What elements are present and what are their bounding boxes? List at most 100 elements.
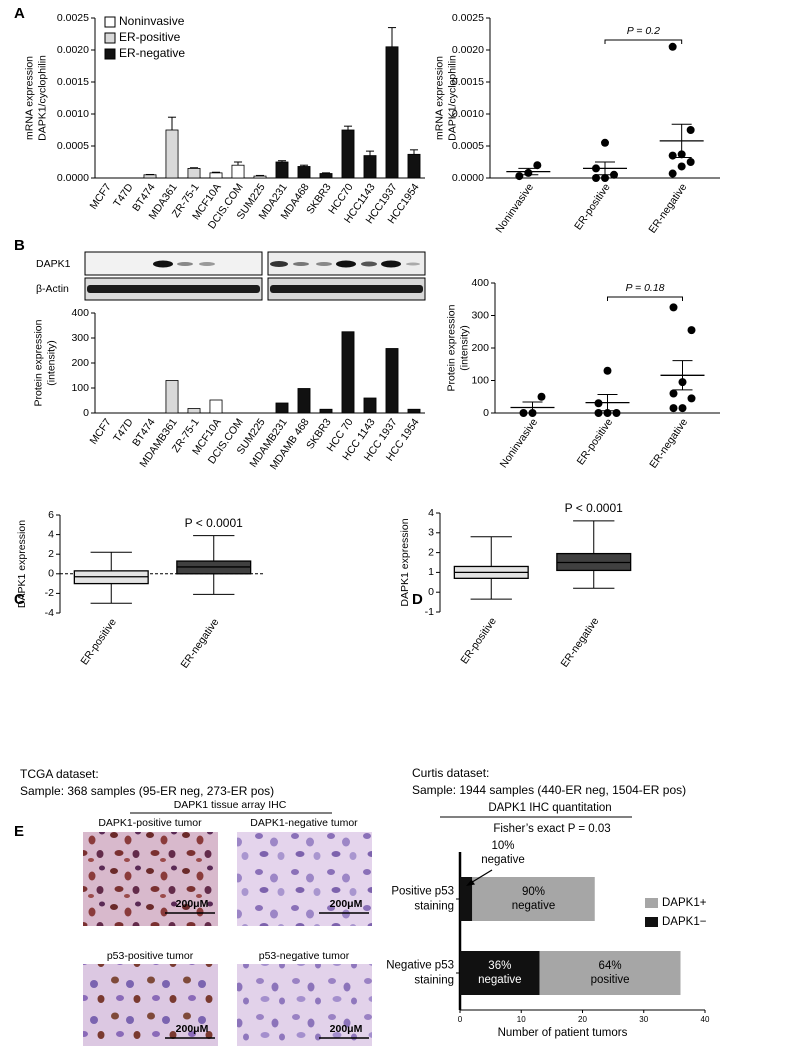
category-label: Negative p53 staining (386, 960, 454, 987)
y-tick-label: 300 (71, 332, 89, 344)
bar (275, 402, 289, 414)
y-tick-label: 1 (428, 566, 434, 578)
panel-label: E (14, 823, 24, 840)
category-label: Positive p53 staining (391, 886, 454, 913)
arrow-head (466, 879, 475, 886)
data-point (668, 151, 677, 160)
legend-swatch (104, 32, 116, 44)
y-tick-label: 400 (471, 277, 489, 289)
bar (341, 129, 355, 179)
data-point (668, 169, 677, 178)
x-tick-label: ER-negative (559, 615, 602, 669)
y-tick-label: 0 (483, 407, 489, 419)
x-tick-label: MCF7 (88, 416, 114, 446)
legend-swatch (645, 917, 658, 927)
annotation-line: positive (591, 974, 630, 986)
bar (319, 173, 333, 179)
x-tick-label: 30 (639, 1015, 648, 1024)
y-tick-label: 400 (71, 307, 89, 319)
y-tick-label: -2 (45, 587, 54, 599)
y-tick-label: 0 (83, 407, 89, 419)
blot-band (316, 262, 332, 266)
blot-band (199, 262, 215, 266)
data-point (515, 172, 524, 181)
y-tick-label: 0 (48, 568, 54, 580)
y-tick-label: 200 (71, 357, 89, 369)
y-axis-title-line: DAPK1/cyclophilin (36, 55, 48, 141)
annotation-line: negative (481, 854, 524, 866)
annotation: 10% negative (481, 840, 524, 866)
significance-bracket (607, 296, 683, 301)
y-axis-title-line: Protein expression (32, 319, 44, 406)
bar (275, 161, 289, 179)
data-point (603, 366, 612, 375)
x-tick-label: 0 (458, 1015, 463, 1024)
blot-band (293, 262, 309, 266)
x-tick-label: ER-negative (646, 181, 689, 235)
x-tick-label: 40 (701, 1015, 710, 1024)
significance-bracket (604, 39, 683, 44)
y-tick-label: 0.0015 (57, 76, 89, 88)
bar-segment (460, 951, 540, 995)
blot-frame (84, 251, 263, 276)
blot-band (153, 260, 173, 268)
category-label-line: Negative p53 (386, 960, 454, 972)
data-point (594, 409, 603, 417)
y-tick-label: 3 (428, 527, 434, 539)
bar (165, 129, 179, 179)
data-point (677, 162, 686, 171)
dataset-note: Curtis dataset: (412, 766, 489, 780)
data-point (686, 158, 695, 166)
panel-label: A (14, 5, 25, 22)
x-tick-label: ER-positive (458, 615, 499, 666)
y-axis-title: DAPK1 expression (16, 520, 28, 608)
bar (385, 348, 399, 414)
y-tick-label: 0.0025 (57, 12, 89, 24)
annotation: 90% negative (512, 886, 555, 912)
y-tick-label: 0.0005 (57, 140, 89, 152)
y-tick-label: 0.0005 (452, 140, 484, 152)
annotation-line: 64% (599, 960, 622, 972)
y-axis-title: Protein expression(intensity) (445, 304, 470, 391)
legend-label: DAPK1− (662, 916, 707, 928)
ihc-image (237, 832, 372, 926)
bar (187, 167, 201, 179)
y-axis-title-line: (intensity) (458, 325, 470, 371)
image-caption: DAPK1-positive tumor (98, 817, 202, 829)
bar (319, 408, 333, 414)
chart-title: DAPK1 IHC quantitation (488, 802, 611, 814)
y-tick-label: 100 (71, 382, 89, 394)
legend-label: ER-negative (119, 46, 185, 60)
y-tick-label: 0.0000 (57, 172, 89, 184)
blot-band (270, 285, 423, 293)
y-tick-label: 0.0010 (57, 108, 89, 120)
scale-label: 200μM (330, 898, 363, 910)
data-point (678, 404, 687, 413)
blot-band (87, 285, 260, 293)
y-tick-label: 0.0015 (452, 76, 484, 88)
y-tick-label: 100 (471, 374, 489, 386)
blot-band (406, 262, 420, 266)
blot-band (336, 260, 356, 268)
legend-swatch (104, 16, 116, 28)
x-tick-label: ER-positive (78, 616, 119, 667)
annotation: 36% negative (478, 960, 521, 986)
y-tick-label: -4 (45, 607, 54, 619)
bar (253, 175, 267, 179)
bar (297, 388, 311, 414)
y-tick-label: 0.0020 (452, 44, 484, 56)
y-tick-label: 4 (428, 507, 434, 519)
blot-band (361, 261, 377, 267)
y-axis-title-line: DAPK1/cyclophilin (446, 55, 458, 141)
blot-label: DAPK1 (36, 258, 71, 270)
image-caption: p53-positive tumor (107, 950, 194, 962)
bar (363, 397, 377, 414)
x-tick-label: Noninvasive (493, 181, 536, 235)
y-tick-label: 0.0010 (452, 108, 484, 120)
bar (209, 399, 223, 414)
x-tick-label: MCF7 (88, 181, 114, 211)
y-tick-label: 0.0025 (452, 12, 484, 24)
legend-label: Noninvasive (119, 14, 185, 28)
image-caption: DAPK1-negative tumor (250, 817, 358, 829)
data-point (533, 161, 542, 170)
